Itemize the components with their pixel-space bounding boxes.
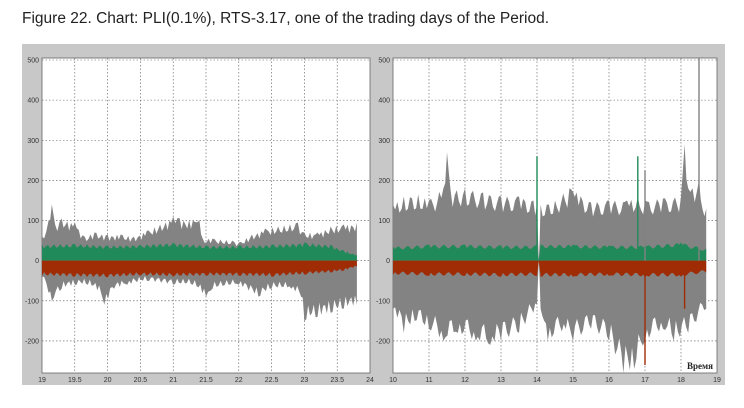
x-tick-label: 13 [497, 377, 505, 384]
x-tick-label: 18 [677, 377, 685, 384]
x-tick-label: 21 [169, 377, 177, 384]
series-red-lower [42, 260, 357, 278]
x-tick-label: 21.5 [199, 377, 213, 384]
x-tick-label: 22.5 [265, 377, 279, 384]
y-tick-label: 200 [378, 178, 390, 185]
series-green-upper [393, 242, 707, 261]
x-tick-label: 20.5 [134, 377, 148, 384]
x-tick-label: 19.5 [68, 377, 82, 384]
x-tick-label: 19 [713, 377, 721, 384]
y-tick-label: -200 [376, 338, 390, 345]
series-gray-upper [393, 144, 707, 261]
y-tick-label: 0 [386, 258, 390, 265]
x-tick-label: 23.5 [330, 377, 344, 384]
x-tick-label: 20 [104, 377, 112, 384]
y-tick-label: 500 [378, 58, 390, 65]
x-tick-label: 17 [641, 377, 649, 384]
x-tick-label: 19 [38, 377, 46, 384]
x-tick-label: 11 [425, 377, 432, 384]
y-tick-label: 200 [27, 178, 39, 185]
x-tick-label: 15 [569, 377, 577, 384]
x-tick-label: 23 [301, 377, 309, 384]
y-tick-label: 100 [378, 218, 390, 225]
y-tick-label: 100 [27, 218, 39, 225]
series-gray-lower [393, 260, 707, 373]
y-tick-label: 400 [378, 98, 390, 105]
y-tick-label: -100 [25, 298, 39, 305]
x-tick-label: 22 [235, 377, 243, 384]
chart-panel-1: 19 19.5 20 20.5 21 21.5 22 22.5 23 23.5 24 500 400 30… [25, 58, 374, 384]
x-tick-label: 14 [533, 377, 541, 384]
x-tick-label: 12 [461, 377, 469, 384]
x-tick-label: 16 [605, 377, 613, 384]
y-tick-label: -200 [25, 338, 39, 345]
x-tick-label: 24 [366, 377, 374, 384]
chart-panel-2: 10 11 12 13 14 15 16 17 18 19 500 400 300 200 100 0 -100… [376, 58, 721, 384]
y-tick-label: 400 [27, 98, 39, 105]
y-tick-label: 300 [27, 138, 39, 145]
series-red-lower [393, 260, 707, 277]
y-tick-label: 0 [35, 258, 39, 265]
y-tick-label: -100 [376, 298, 390, 305]
figure-title: Figure 22. Chart: PLI(0.1%), RTS-3.17, o… [22, 10, 549, 27]
x-tick-label: 10 [389, 377, 397, 384]
series-green-upper [42, 242, 357, 261]
y-tick-label: 300 [378, 138, 390, 145]
y-tick-label: 500 [27, 58, 39, 65]
x-axis-label: Время [687, 361, 713, 371]
